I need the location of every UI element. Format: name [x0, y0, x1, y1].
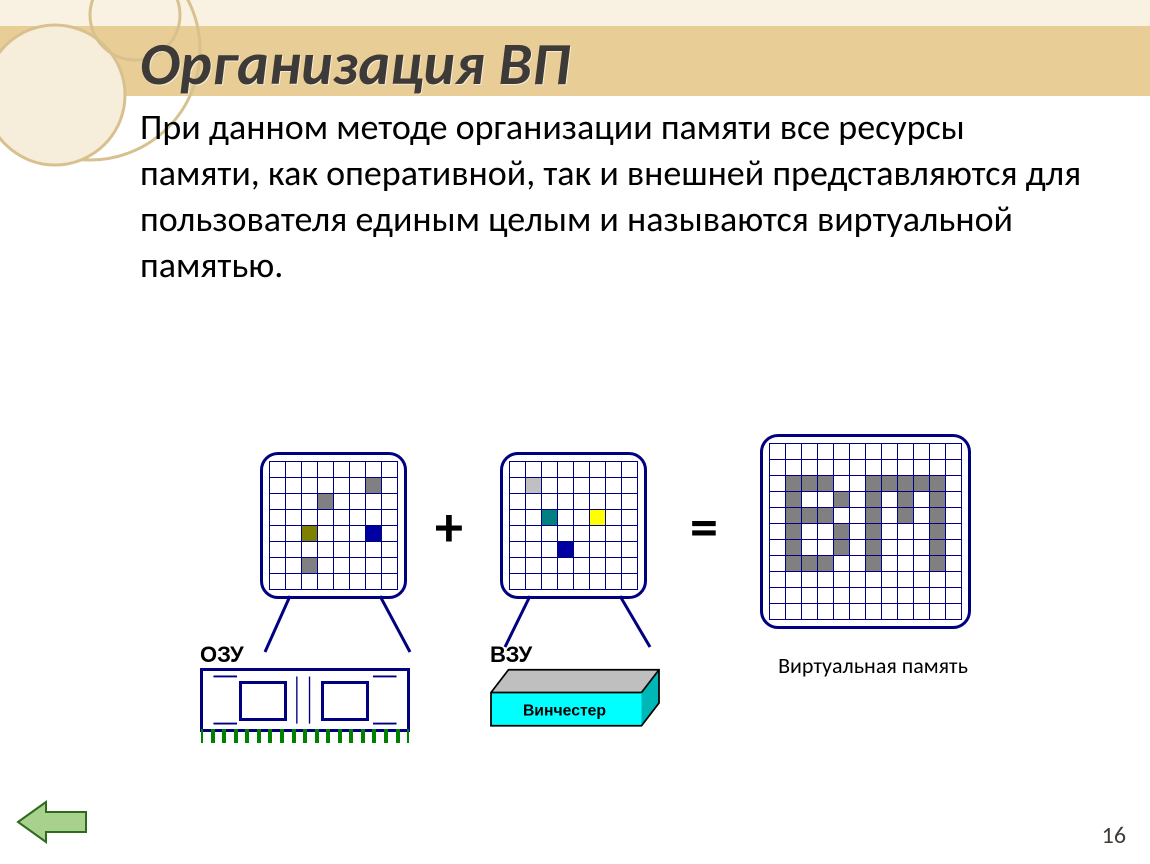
- slide-title: Организация ВП: [140, 28, 570, 101]
- grid-vzu: [500, 452, 647, 599]
- page-number: 16: [1102, 821, 1126, 850]
- grid-vm: [760, 434, 971, 629]
- equals-symbol: =: [690, 494, 718, 562]
- grid-ozu: [260, 452, 407, 599]
- label-vm: Виртуальная память: [768, 652, 978, 679]
- plus-symbol: +: [435, 494, 463, 562]
- label-ozu: ОЗУ: [200, 642, 244, 668]
- label-vzu: ВЗУ: [490, 642, 532, 668]
- slide-body-text: При данном методе организации памяти все…: [140, 104, 1090, 288]
- slide: Организация ВП При данном методе организ…: [0, 0, 1150, 864]
- hdd-box: Винчестер: [475, 668, 675, 738]
- callout-tail-ozu: [260, 592, 420, 662]
- diagram: ОЗУ + ВЗУ Винчестер: [200, 452, 1060, 782]
- prev-slide-button[interactable]: [16, 798, 88, 846]
- label-hdd: Винчестер: [523, 702, 606, 719]
- ram-stick: [200, 668, 410, 732]
